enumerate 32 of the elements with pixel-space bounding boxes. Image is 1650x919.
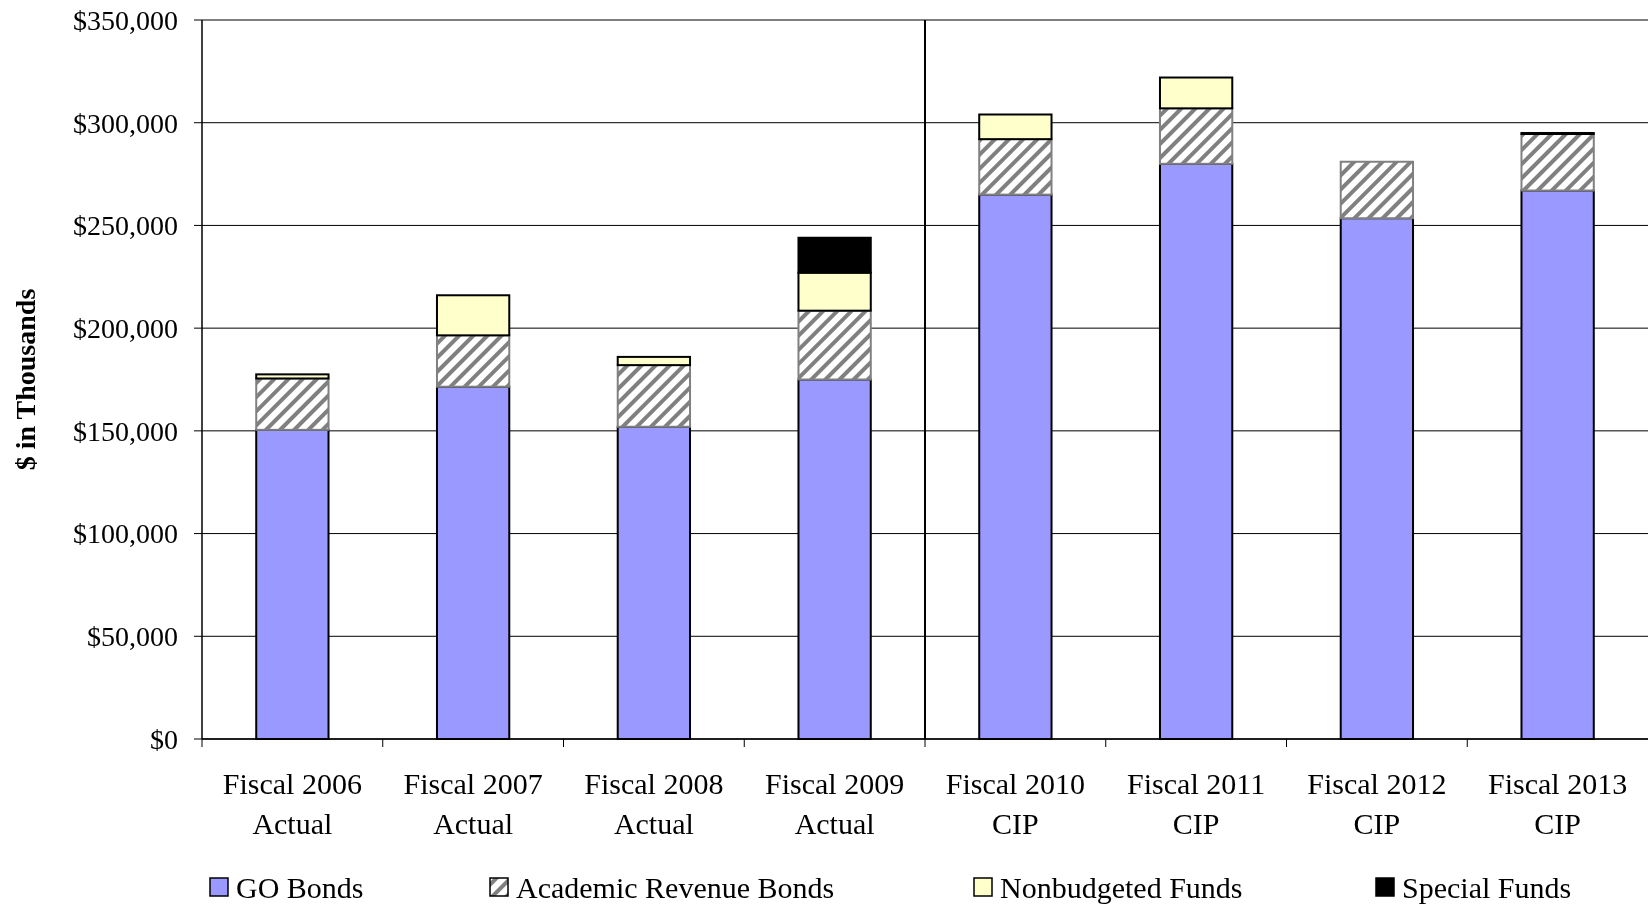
bar <box>435 334 511 388</box>
bar <box>1158 107 1234 165</box>
legend-label: GO Bonds <box>236 871 364 904</box>
x-tick-label: Fiscal 2007 Actual <box>403 767 543 840</box>
bar <box>1339 160 1415 220</box>
x-tick-label: Fiscal 2012 CIP <box>1307 767 1447 840</box>
bar <box>1158 76 1234 110</box>
legend-label: Academic Revenue Bonds <box>516 871 835 904</box>
y-tick-label: $300,000 <box>73 107 178 139</box>
y-tick-label: $250,000 <box>73 210 178 242</box>
bar <box>255 373 330 380</box>
x-tick-label: Fiscal 2011 CIP <box>1127 767 1266 840</box>
y-tick-label: $50,000 <box>87 621 178 653</box>
bar <box>797 309 872 381</box>
y-tick-label: $150,000 <box>73 415 178 447</box>
legend-label: Nonbudgeted Funds <box>1000 871 1243 904</box>
x-tick-label: Fiscal 2009 Actual <box>765 767 905 840</box>
bar <box>255 377 330 431</box>
y-tick-label: $100,000 <box>73 518 178 550</box>
bar <box>616 364 692 428</box>
bar <box>978 138 1053 196</box>
x-tick-label: Fiscal 2008 Actual <box>584 767 724 840</box>
x-tick-label: Fiscal 2006 Actual <box>222 767 362 840</box>
y-tick-label: $200,000 <box>73 312 178 344</box>
y-tick-label: $350,000 <box>73 4 178 36</box>
bar <box>616 355 692 367</box>
legend-label: Special Funds <box>1402 871 1572 904</box>
x-tick-label: Fiscal 2010 CIP <box>945 767 1085 840</box>
y-axis-title: $ in Thousands <box>10 288 41 471</box>
y-tick-label: $0 <box>150 723 178 755</box>
bar <box>1520 133 1595 192</box>
x-tick-label: Fiscal 2013 CIP <box>1488 767 1628 840</box>
